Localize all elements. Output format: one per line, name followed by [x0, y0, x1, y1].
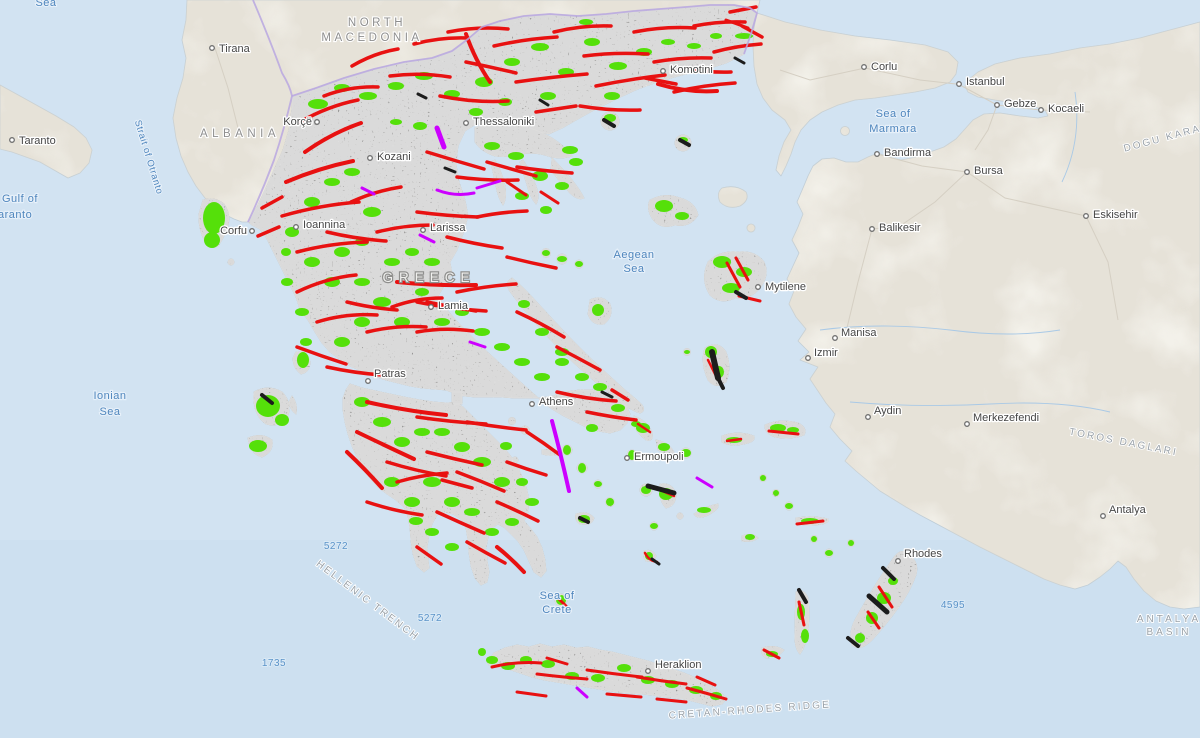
city-marker-bandirma: [874, 151, 880, 157]
city-marker-rhodes: [895, 558, 901, 564]
city-marker-tirana: [209, 45, 215, 51]
city-marker-ermoupoli: [624, 455, 630, 461]
label-city-mytilene: Mytilene: [765, 281, 806, 293]
city-marker-korce: [314, 119, 320, 125]
black-overlay-layer: [260, 56, 896, 648]
label-city-taranto: Taranto: [19, 135, 56, 147]
city-marker-larissa: [420, 227, 426, 233]
label-country-north: NORTH: [348, 17, 406, 29]
city-marker-heraklion: [645, 668, 651, 674]
label-aegean-2: Sea: [623, 263, 644, 275]
label-depth-5272-a: 5272: [324, 541, 348, 552]
label-city-bursa: Bursa: [974, 165, 1004, 177]
city-marker-taranto: [9, 137, 15, 143]
city-marker-bursa: [964, 169, 970, 175]
label-city-kocaeli: Kocaeli: [1048, 103, 1084, 115]
label-city-patras: Patras: [374, 368, 406, 380]
label-city-manisa: Manisa: [841, 327, 877, 339]
label-depth-5272-b: 5272: [418, 613, 442, 624]
label-city-tirana: Tirana: [219, 43, 251, 55]
label-city-gebze: Gebze: [1004, 98, 1036, 110]
label-aegean-1: Aegean: [614, 249, 655, 261]
city-marker-istanbul: [956, 81, 962, 87]
label-gulf-of-taranto-2: Taranto: [0, 209, 32, 221]
river-lines: [819, 91, 1111, 413]
label-depth-4595: 4595: [941, 600, 965, 611]
city-marker-kozani: [367, 155, 373, 161]
label-city-aydin: Aydin: [874, 405, 901, 417]
road-network: [214, 47, 1119, 333]
city-marker-balikesir: [869, 226, 875, 232]
label-city-kozani: Kozani: [377, 151, 411, 163]
label-city-lamia: Lamia: [438, 300, 469, 312]
label-city-balikesir: Balikesir: [879, 222, 921, 234]
magenta-overlay-layer: [360, 125, 714, 699]
label-city-eskisehir: Eskisehir: [1093, 209, 1138, 221]
fault-lines-layer: [256, 5, 894, 704]
city-marker-eskisehir: [1083, 213, 1089, 219]
label-city-korce: Korçë: [283, 116, 312, 128]
label-country-greece: GREECE: [382, 270, 475, 285]
city-marker-manisa: [832, 335, 838, 341]
label-city-ioannina: Ioannina: [303, 219, 346, 231]
label-sea-of-crete-2: Crete: [542, 604, 571, 616]
label-antalya-basin-2: BASIN: [1146, 627, 1191, 638]
city-marker-ioannina: [293, 224, 299, 230]
label-marmara-1: Sea of: [876, 108, 911, 120]
label-city-larissa: Larissa: [430, 222, 466, 234]
label-city-bandirma: Bandirma: [884, 147, 932, 159]
city-markers-and-labels: Tirana Taranto Corlu Istanbul Gebze Koca…: [9, 42, 1148, 674]
label-city-corlu: Corlu: [871, 61, 897, 73]
country-border-layer: [247, 0, 758, 223]
label-country-macedonia: MACEDONIA: [321, 32, 422, 44]
label-city-rhodes: Rhodes: [904, 548, 942, 560]
city-marker-kocaeli: [1038, 107, 1044, 113]
label-city-corfu: Corfu: [220, 225, 247, 237]
label-city-ermoupoli: Ermoupoli: [634, 451, 684, 463]
label-antalya-basin-1: ANTALYA: [1137, 614, 1200, 625]
city-marker-aydin: [865, 414, 871, 420]
label-city-thessaloniki: Thessaloniki: [473, 116, 534, 128]
label-ionian-1: Ionian: [94, 390, 127, 402]
city-marker-lamia: [428, 304, 434, 310]
label-city-merkezefendi: Merkezefendi: [973, 412, 1039, 424]
label-city-komotini: Komotini: [670, 64, 713, 76]
label-sea-top-partial: Sea: [35, 0, 56, 9]
label-country-albania: ALBANIA: [200, 128, 280, 140]
label-city-istanbul: Istanbul: [966, 76, 1005, 88]
city-marker-mytilene: [755, 284, 761, 290]
label-city-heraklion: Heraklion: [655, 659, 701, 671]
city-marker-patras: [365, 378, 371, 384]
city-marker-corfu: [249, 228, 255, 234]
label-marmara-2: Marmara: [869, 123, 917, 135]
label-gulf-of-taranto-1: Gulf of: [2, 193, 38, 205]
city-marker-merkezefendi: [964, 421, 970, 427]
label-city-athens: Athens: [539, 396, 574, 408]
city-marker-athens: [529, 401, 535, 407]
city-marker-thessaloniki: [463, 120, 469, 126]
city-marker-komotini: [660, 68, 666, 74]
city-marker-izmir: [805, 355, 811, 361]
label-sea-of-crete-1: Sea of: [540, 590, 575, 602]
city-marker-corlu: [861, 64, 867, 70]
city-marker-gebze: [994, 102, 1000, 108]
label-city-izmir: Izmir: [814, 347, 838, 359]
label-ionian-2: Sea: [99, 406, 120, 418]
label-depth-1735: 1735: [262, 658, 286, 669]
city-marker-antalya: [1100, 513, 1106, 519]
label-city-antalya: Antalya: [1109, 504, 1147, 516]
